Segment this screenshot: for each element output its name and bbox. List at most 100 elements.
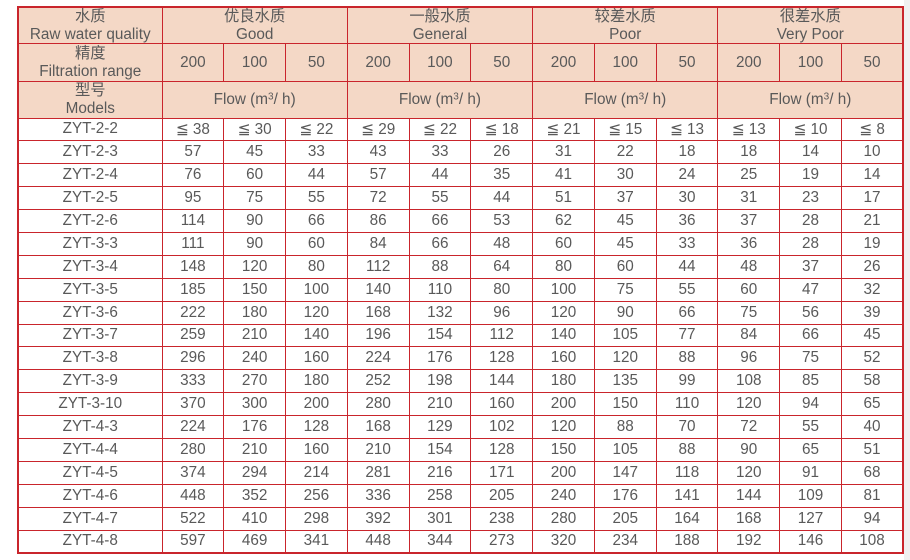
value-cell: 36	[655, 208, 718, 233]
value-cell: ≦ 22	[408, 117, 471, 141]
value-cell: 56	[778, 300, 842, 325]
value-cell: 256	[284, 483, 348, 508]
value-cell: 210	[346, 437, 410, 462]
value-cell: 19	[778, 162, 842, 187]
value-cell: 88	[655, 437, 718, 462]
model-cell: ZYT-4-6	[17, 483, 162, 508]
value-cell: 96	[716, 345, 780, 370]
value-cell: 26	[840, 254, 904, 279]
precision-cell: 100	[778, 42, 842, 82]
value-cell: 160	[531, 345, 595, 370]
value-cell: 111	[161, 231, 224, 256]
value-cell: 150	[593, 391, 657, 416]
table-row: ZYT-3-7 259 210 140 196 154 112 140 105 77 84 66 45	[17, 323, 904, 347]
value-cell: 66	[655, 300, 718, 325]
value-cell: 210	[222, 323, 286, 347]
value-cell: 146	[778, 529, 842, 553]
value-cell: 90	[593, 300, 657, 325]
value-cell: 32	[840, 277, 904, 302]
value-cell: ≦ 29	[346, 117, 410, 141]
value-cell: 66	[408, 231, 471, 256]
value-cell: 30	[593, 162, 657, 187]
value-cell: 96	[469, 300, 533, 325]
table-row: ZYT-3-9 333 270 180 252 198 144 180 135 99 108 85 58	[17, 368, 904, 393]
model-cell: ZYT-4-5	[17, 460, 162, 485]
value-cell: 140	[346, 277, 410, 302]
value-cell: 273	[469, 529, 533, 553]
flow-label-superscript: 3	[823, 90, 829, 102]
value-cell: 81	[840, 483, 904, 508]
value-cell: 30	[655, 185, 718, 210]
value-cell: 120	[716, 460, 780, 485]
value-cell: 28	[778, 231, 842, 256]
value-cell: 14	[840, 162, 904, 187]
value-cell: 84	[716, 323, 780, 347]
value-cell: 90	[222, 208, 286, 233]
table-row: ZYT-2-2 ≦ 38 ≦ 30 ≦ 22 ≦ 29 ≦ 22 ≦ 18 ≦ 21 ≦ 15 ≦…	[17, 117, 904, 141]
value-cell: 200	[531, 460, 595, 485]
header-row-quality: 水质 Raw water quality 优良水质 Good 一般水质 Gene…	[17, 6, 904, 44]
value-cell: 65	[778, 437, 842, 462]
value-cell: 168	[716, 506, 780, 531]
model-cell: ZYT-4-8	[17, 529, 162, 553]
flow-header-cell: Flow (m3/ h)	[716, 80, 904, 118]
value-cell: 21	[840, 208, 904, 233]
value-cell: ≦ 13	[655, 117, 718, 141]
value-cell: 214	[284, 460, 348, 485]
value-cell: 75	[778, 345, 842, 370]
value-cell: 55	[655, 277, 718, 302]
corner-models: 型号 Models	[17, 80, 162, 118]
value-cell: 154	[408, 323, 471, 347]
value-cell: 108	[840, 529, 904, 553]
value-cell: 112	[346, 254, 410, 279]
value-cell: 135	[593, 368, 657, 393]
value-cell: 75	[593, 277, 657, 302]
value-cell: 31	[531, 139, 595, 164]
flow-label-pre: Flow (m	[583, 90, 639, 108]
value-cell: 120	[593, 345, 657, 370]
value-cell: 88	[593, 414, 657, 439]
value-cell: 25	[716, 162, 780, 187]
model-cell: ZYT-2-4	[17, 162, 162, 187]
value-cell: 33	[284, 139, 348, 164]
value-cell: 374	[161, 460, 224, 485]
flow-label-post: / h)	[643, 90, 666, 108]
value-cell: 522	[161, 506, 224, 531]
value-cell: 44	[408, 162, 471, 187]
value-cell: ≦ 21	[531, 117, 595, 141]
model-cell: ZYT-3-7	[17, 323, 162, 347]
value-cell: 47	[778, 277, 842, 302]
precision-cell: 100	[408, 42, 471, 82]
value-cell: 176	[593, 483, 657, 508]
group-poor-en: Poor	[608, 25, 641, 42]
value-cell: 120	[531, 414, 595, 439]
value-cell: 48	[469, 231, 533, 256]
model-cell: ZYT-2-6	[17, 208, 162, 233]
value-cell: 68	[840, 460, 904, 485]
group-very-poor-en: Very Poor	[776, 25, 844, 42]
group-good-zh: 优良水质	[223, 7, 285, 25]
flow-label-pre: Flow (m	[768, 90, 824, 108]
value-cell: 127	[778, 506, 842, 531]
flow-label-post: / h)	[458, 90, 481, 108]
value-cell: 64	[469, 254, 533, 279]
value-cell: 44	[469, 185, 533, 210]
value-cell: 45	[222, 139, 286, 164]
value-cell: 320	[531, 529, 595, 553]
precision-cell: 50	[469, 42, 533, 82]
model-cell: ZYT-3-4	[17, 254, 162, 279]
value-cell: 200	[531, 391, 595, 416]
value-cell: 91	[778, 460, 842, 485]
value-cell: 105	[593, 323, 657, 347]
value-cell: ≦ 10	[778, 117, 842, 141]
value-cell: 95	[161, 185, 224, 210]
value-cell: 469	[222, 529, 286, 553]
value-cell: 144	[716, 483, 780, 508]
value-cell: 57	[346, 162, 410, 187]
flow-header-cell: Flow (m3/ h)	[160, 80, 348, 118]
flow-header-cell: Flow (m3/ h)	[531, 80, 718, 118]
value-cell: 188	[655, 529, 718, 553]
value-cell: 100	[531, 277, 595, 302]
value-cell: 75	[716, 300, 780, 325]
model-cell: ZYT-3-8	[17, 345, 162, 370]
